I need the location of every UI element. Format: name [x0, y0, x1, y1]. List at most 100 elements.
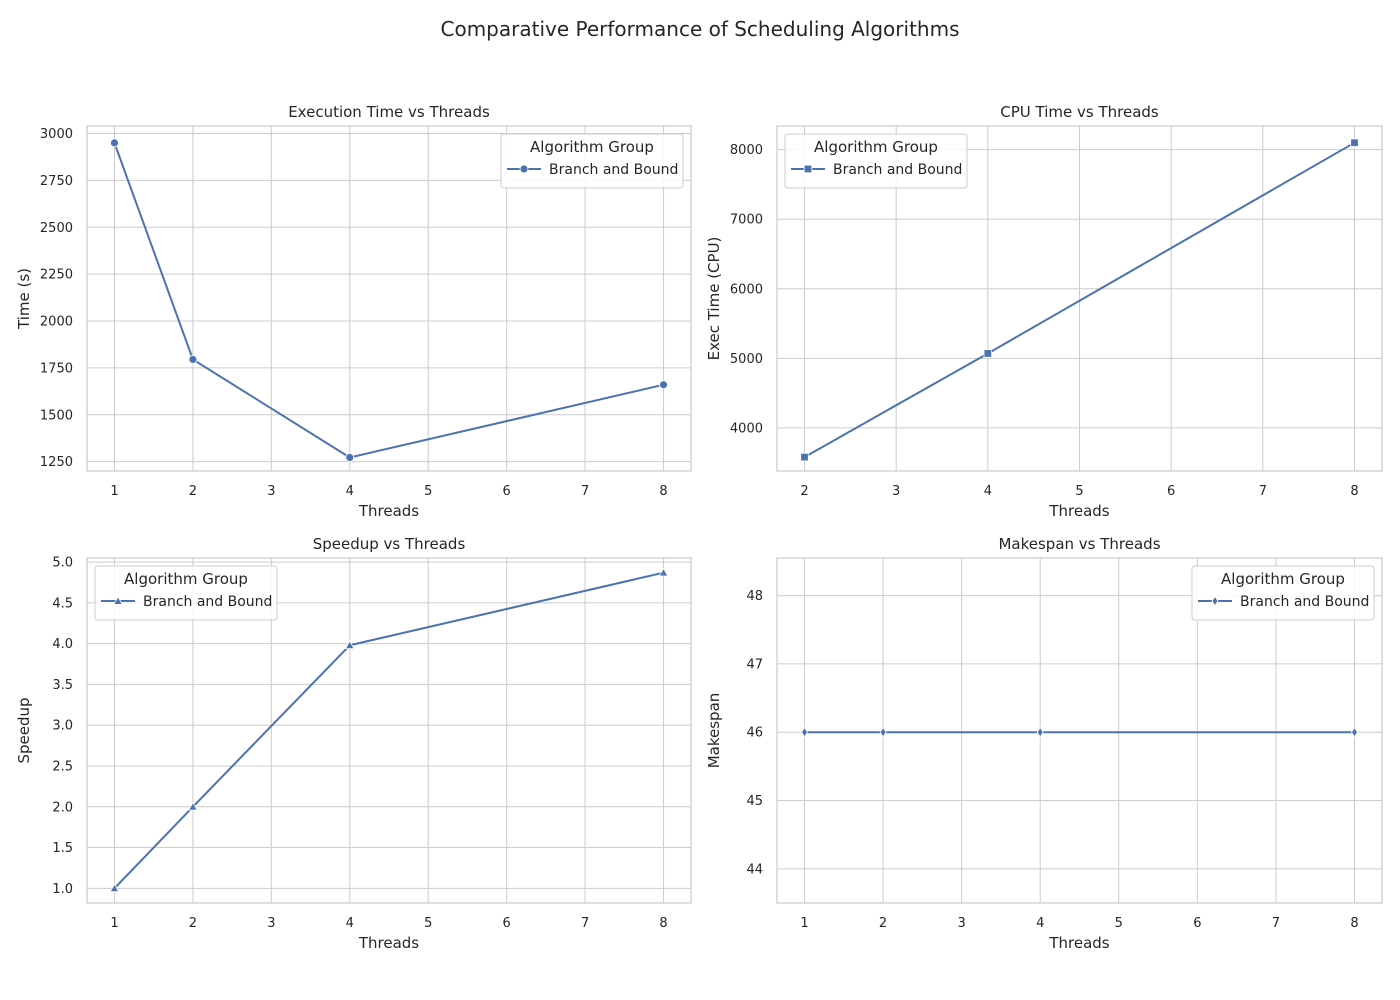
x-tick-label: 1 — [110, 484, 118, 499]
legend: Algorithm Group Branch and Bound — [94, 565, 278, 621]
legend-box — [784, 133, 968, 189]
x-tick-label: 6 — [503, 916, 511, 931]
x-axis-label: Threads — [1048, 502, 1109, 520]
x-tick-label: 2 — [800, 484, 808, 499]
x-tick-label: 6 — [1167, 484, 1175, 499]
plot-frame — [776, 125, 1383, 472]
legend-marker-swatch — [113, 595, 123, 605]
y-tick-label: 4000 — [730, 421, 763, 436]
data-point-marker — [1036, 726, 1044, 738]
y-axis-label: Speedup — [15, 697, 33, 763]
y-tick-label: 46 — [746, 726, 763, 741]
x-tick-label: 5 — [1115, 916, 1123, 931]
y-tick-label: 1.5 — [52, 841, 73, 856]
plot-frame — [86, 125, 692, 472]
x-tick-label: 6 — [1193, 916, 1201, 931]
y-tick-label: 2750 — [40, 174, 73, 189]
data-point-marker — [658, 567, 669, 577]
legend-series-name: Branch and Bound — [833, 162, 962, 178]
x-tick-label: 5 — [1075, 484, 1083, 499]
legend-box — [500, 133, 684, 189]
legend-marker-swatch — [1211, 595, 1219, 607]
plot-frame — [776, 557, 1383, 904]
data-point-marker — [109, 883, 120, 893]
y-axis-label: Time (s) — [15, 268, 33, 330]
chart-panel-1: 1 2 3 4 5 6 7 8 1250 1500 1750 2000 2250 2500 2750 3000… — [15, 103, 692, 520]
legend-marker-swatch — [803, 164, 813, 174]
data-point-marker — [110, 138, 119, 148]
x-tick-label: 1 — [110, 916, 118, 931]
y-tick-label: 1500 — [40, 408, 73, 423]
x-tick-label: 3 — [958, 916, 966, 931]
x-tick-label: 7 — [1272, 916, 1280, 931]
x-tick-label: 2 — [189, 484, 197, 499]
y-tick-label: 5000 — [730, 352, 763, 367]
x-tick-label: 6 — [503, 484, 511, 499]
y-tick-label: 5.0 — [52, 556, 73, 571]
data-point-marker — [1350, 138, 1359, 147]
x-tick-label: 3 — [267, 916, 275, 931]
legend: Algorithm Group Branch and Bound — [784, 133, 968, 189]
legend-marker-swatch — [519, 164, 529, 174]
x-tick-label: 2 — [189, 916, 197, 931]
legend-title: Algorithm Group — [814, 138, 938, 156]
legend: Algorithm Group Branch and Bound — [500, 133, 684, 189]
legend-series-name: Branch and Bound — [1240, 594, 1369, 610]
x-tick-label: 4 — [346, 484, 354, 499]
y-tick-label: 1.0 — [52, 882, 73, 897]
plot-frame — [86, 557, 692, 904]
legend-box — [1191, 565, 1375, 621]
y-tick-label: 1250 — [40, 455, 73, 470]
y-tick-label: 4.5 — [52, 596, 73, 611]
legend-box — [94, 565, 278, 621]
figure-title: Comparative Performance of Scheduling Al… — [441, 17, 960, 41]
x-axis-label: Threads — [358, 502, 419, 520]
data-point-marker — [983, 349, 993, 358]
y-tick-label: 2.0 — [52, 800, 73, 815]
x-tick-label: 7 — [581, 484, 589, 499]
y-tick-label: 7000 — [730, 213, 763, 228]
y-axis-label: Makespan — [705, 693, 723, 769]
legend: Algorithm Group Branch and Bound — [1191, 565, 1375, 621]
series-line — [113, 141, 665, 459]
y-tick-label: 45 — [746, 794, 763, 809]
data-point-marker — [188, 801, 198, 811]
x-tick-label: 8 — [1350, 916, 1358, 931]
chart-title: Makespan vs Threads — [998, 535, 1160, 553]
x-tick-label: 3 — [267, 484, 275, 499]
y-tick-label: 4.0 — [52, 637, 73, 652]
legend-series-name: Branch and Bound — [143, 594, 272, 610]
x-tick-label: 4 — [346, 916, 354, 931]
data-point-marker — [800, 452, 809, 462]
y-tick-label: 1750 — [40, 361, 73, 376]
data-point-marker — [344, 640, 355, 650]
x-tick-label: 7 — [581, 916, 589, 931]
data-point-marker — [801, 726, 808, 738]
y-tick-label: 2.5 — [52, 759, 73, 774]
legend-title: Algorithm Group — [1221, 570, 1345, 588]
legend-series-name: Branch and Bound — [549, 162, 678, 178]
y-tick-label: 2250 — [40, 268, 73, 283]
y-tick-label: 44 — [746, 862, 763, 877]
y-axis-label: Exec Time (CPU) — [705, 237, 723, 361]
x-tick-label: 5 — [424, 916, 432, 931]
x-axis-label: Threads — [358, 934, 419, 952]
y-tick-label: 47 — [746, 657, 763, 672]
legend-title: Algorithm Group — [124, 570, 248, 588]
x-axis-label: Threads — [1048, 934, 1109, 952]
chart-title: CPU Time vs Threads — [1000, 103, 1159, 121]
chart-panel-3: 1 2 3 4 5 6 7 8 1.0 1.5 2.0 2.5 3.0 3.5 4.0 4.5 5.0 Speed… — [15, 535, 692, 952]
legend-title: Algorithm Group — [530, 138, 654, 156]
y-tick-label: 6000 — [730, 282, 763, 297]
y-tick-label: 8000 — [730, 143, 763, 158]
x-tick-label: 3 — [892, 484, 900, 499]
data-point-marker — [1351, 726, 1358, 738]
chart-title: Execution Time vs Threads — [288, 103, 490, 121]
data-point-marker — [345, 453, 355, 462]
y-tick-label: 3.5 — [52, 678, 73, 693]
x-tick-label: 4 — [1036, 916, 1044, 931]
x-tick-label: 8 — [659, 484, 667, 499]
data-point-marker — [188, 355, 198, 364]
y-tick-label: 48 — [746, 589, 763, 604]
